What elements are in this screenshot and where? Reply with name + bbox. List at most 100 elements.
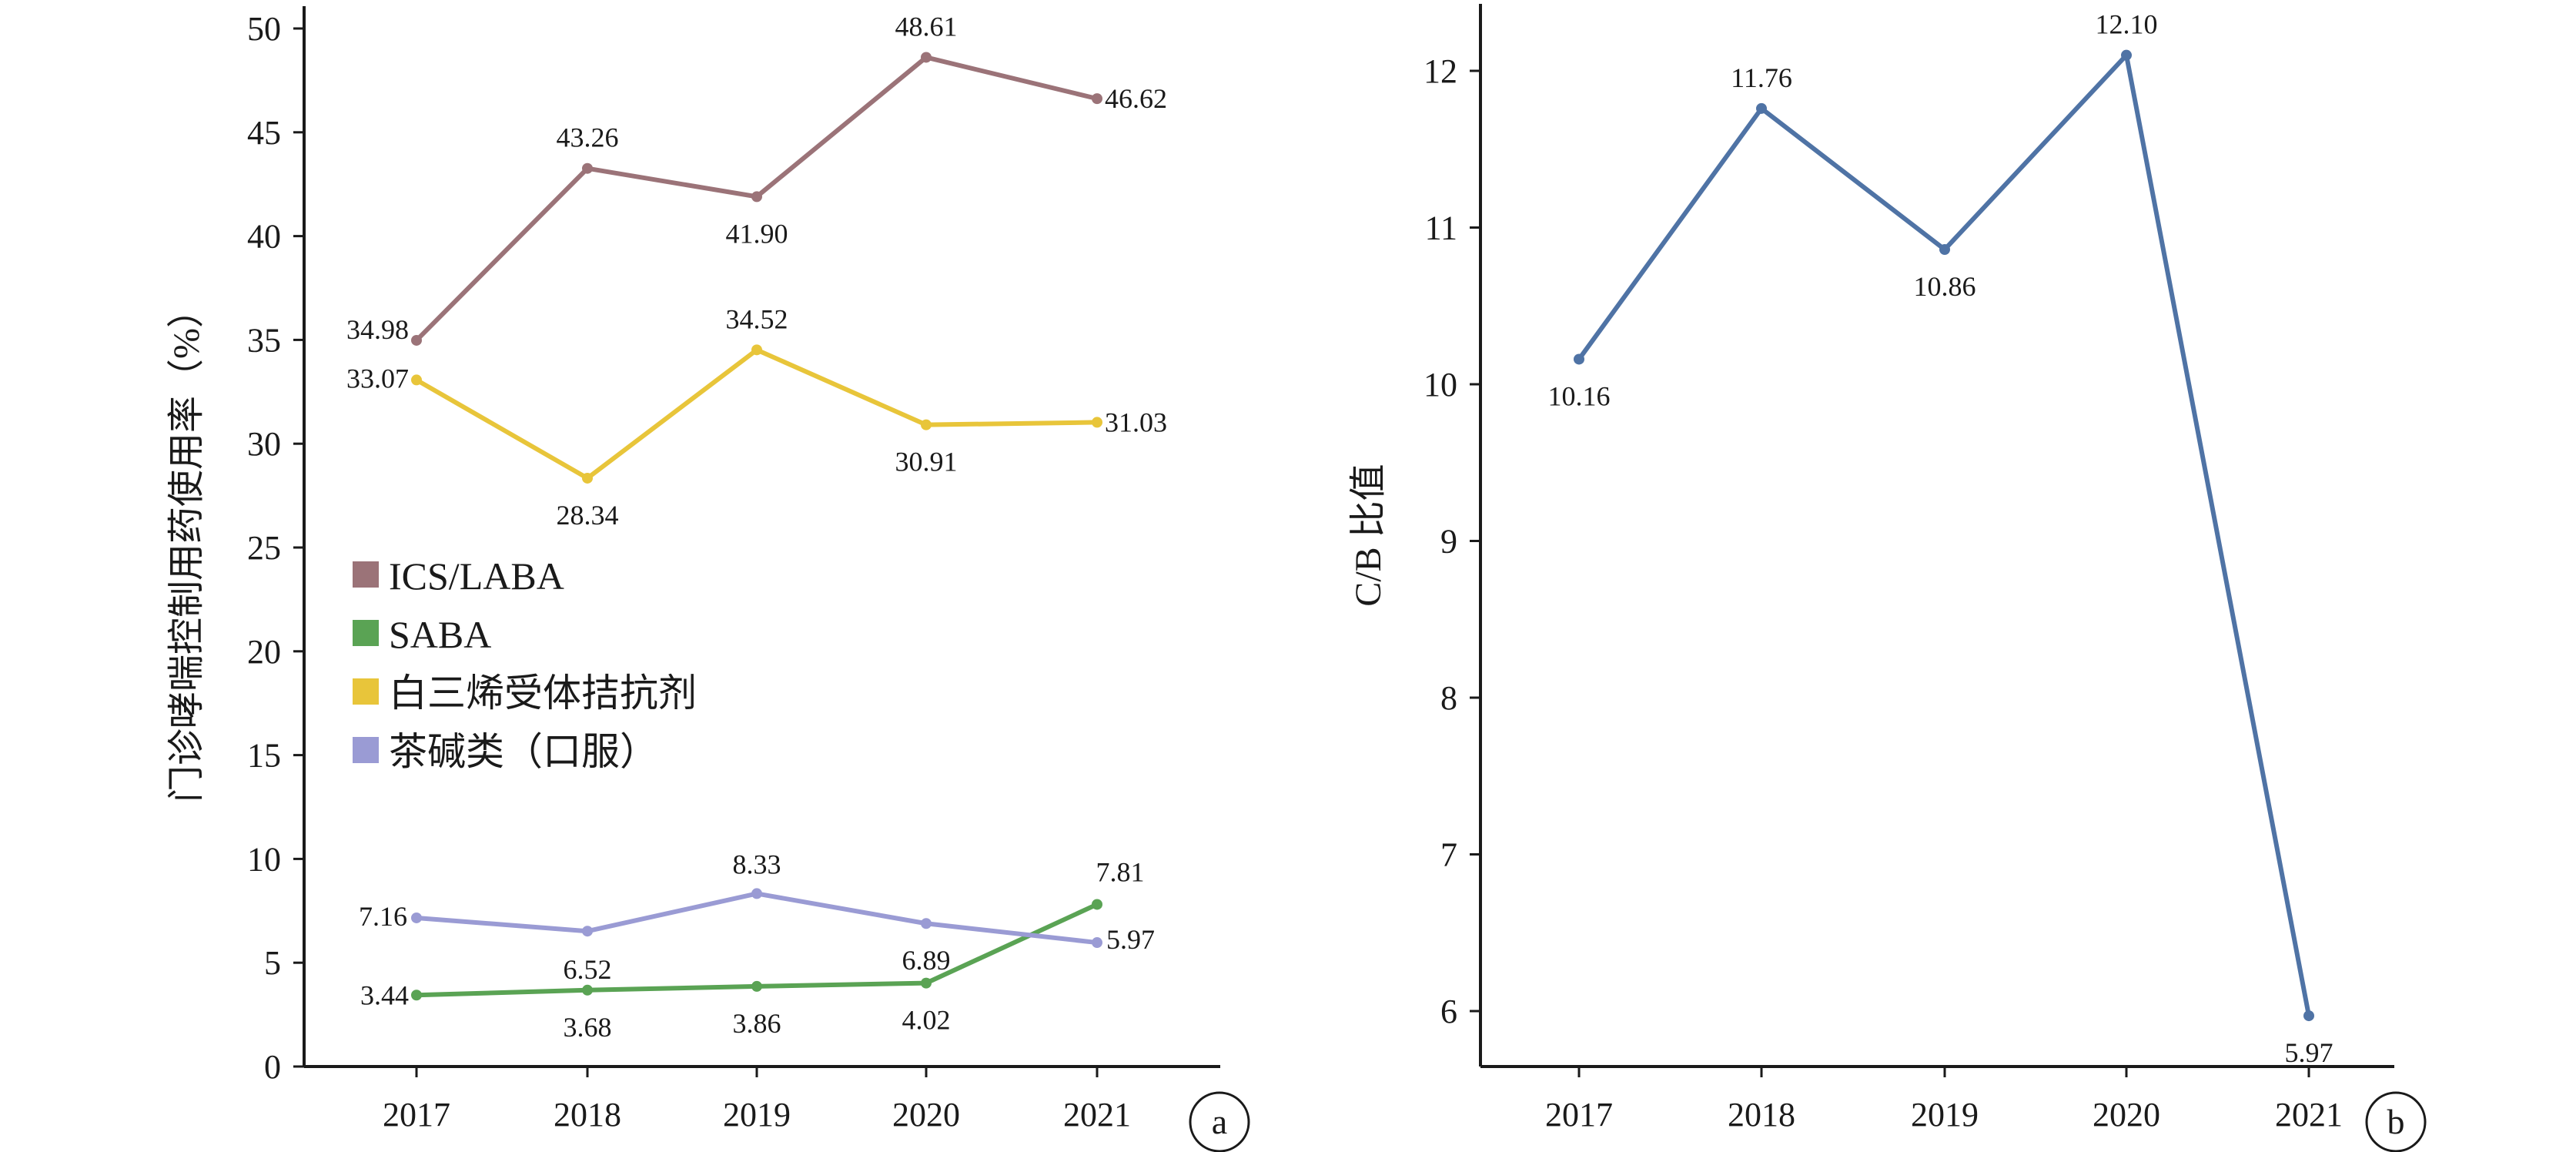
- y-tick-label: 8: [1440, 679, 1457, 717]
- data-point: [751, 888, 762, 899]
- panel-tag-circle: [2365, 1091, 2427, 1152]
- data-label: 3.68: [564, 1012, 612, 1043]
- x-tick-label: 2020: [2093, 1096, 2160, 1134]
- y-tick-label: 11: [1425, 209, 1457, 247]
- data-point: [1756, 102, 1767, 114]
- data-label: 5.97: [2285, 1037, 2333, 1068]
- data-label: 46.62: [1105, 83, 1167, 114]
- data-label: 28.34: [557, 500, 619, 531]
- data-label: 10.86: [1914, 271, 1976, 302]
- legend-label: 白三烯受体拮抗剂: [389, 671, 697, 715]
- data-point: [411, 912, 422, 923]
- data-label: 43.26: [557, 122, 619, 153]
- series-1: 10.16 11.76 10.86 12.10 5.97: [1548, 9, 2333, 1068]
- y-tick-label: 7: [1440, 836, 1457, 874]
- data-point: [1092, 899, 1102, 910]
- data-label: 6.89: [902, 945, 951, 976]
- data-label: 33.07: [346, 363, 409, 393]
- data-point: [582, 984, 593, 996]
- data-point: [2303, 1010, 2314, 1022]
- data-point: [921, 977, 932, 989]
- y-axis-label: C/B 比值: [1348, 464, 1389, 606]
- data-label: 30.91: [895, 447, 958, 477]
- data-point: [1939, 243, 1950, 255]
- x-tick-label: 2019: [1911, 1096, 1979, 1134]
- series-2: 3.44 3.68 3.86 4.02 7.81: [360, 856, 1145, 1042]
- y-tick-label: 10: [247, 840, 281, 878]
- y-tick-label: 5: [264, 944, 281, 982]
- data-label: 3.86: [733, 1008, 781, 1039]
- y-tick-label: 12: [1423, 52, 1457, 90]
- data-point: [582, 926, 593, 937]
- y-tick-label: 40: [247, 218, 281, 256]
- x-tick-label: 2017: [383, 1096, 450, 1134]
- x-tick-label: 2019: [723, 1096, 791, 1134]
- data-point: [582, 162, 593, 174]
- legend-label: SABA: [389, 613, 491, 656]
- x-tick-label: 2021: [2275, 1096, 2343, 1134]
- data-point: [751, 980, 762, 992]
- legend-label: ICS/LABA: [389, 554, 564, 598]
- data-label: 34.98: [346, 314, 409, 345]
- data-point: [411, 374, 422, 386]
- y-tick-label: 45: [247, 114, 281, 152]
- data-point: [1574, 353, 1584, 365]
- panel-tag-label: a: [1212, 1102, 1227, 1141]
- y-axis-label: 门诊哮喘控制用药使用率（%）: [166, 291, 207, 802]
- data-label: 4.02: [902, 1005, 951, 1036]
- data-label: 41.90: [726, 218, 788, 249]
- legend-swatch: [353, 620, 379, 646]
- data-label: 3.44: [360, 980, 409, 1010]
- data-point: [1092, 93, 1102, 105]
- y-tick-label: 35: [247, 321, 281, 359]
- legend-swatch: [353, 561, 379, 588]
- panel-tag-circle: [1189, 1091, 1250, 1152]
- legend-swatch: [353, 678, 379, 705]
- series-line: [1577, 52, 2311, 1019]
- data-label: 7.16: [359, 901, 407, 932]
- series-3: 33.07 28.34 34.52 30.91 31.03: [346, 303, 1167, 531]
- data-point: [921, 419, 932, 430]
- data-point: [751, 344, 762, 356]
- data-point: [411, 334, 422, 346]
- series-line: [414, 891, 1099, 946]
- data-label: 5.97: [1106, 924, 1155, 955]
- data-label: 34.52: [726, 303, 788, 334]
- panel-tag-label: b: [2387, 1102, 2405, 1141]
- data-label: 8.33: [733, 849, 781, 879]
- data-point: [2121, 49, 2132, 61]
- y-tick-label: 10: [1423, 366, 1457, 404]
- data-point: [921, 52, 932, 63]
- legend-swatch: [353, 737, 379, 763]
- data-label: 6.52: [564, 954, 612, 985]
- y-tick-label: 6: [1440, 993, 1457, 1030]
- data-label: 11.76: [1731, 62, 1792, 93]
- panel-b: 6 7 8 9 10 11 12 2017 2018 2019 2020 2021 C/B 比值 10.1…: [1348, 4, 2427, 1152]
- x-tick-label: 2017: [1545, 1096, 1613, 1134]
- y-tick-label: 50: [247, 10, 281, 48]
- data-label: 48.61: [895, 11, 958, 42]
- data-point: [1092, 937, 1102, 949]
- y-tick-label: 15: [247, 737, 281, 775]
- y-tick-label: 20: [247, 633, 281, 671]
- data-point: [921, 918, 932, 929]
- data-point: [1092, 417, 1102, 428]
- data-label: 10.16: [1548, 380, 1611, 411]
- data-point: [751, 191, 762, 203]
- x-tick-label: 2018: [1728, 1096, 1795, 1134]
- legend-label: 茶碱类（口服）: [389, 730, 658, 773]
- series-4: 7.16 6.52 8.33 6.89 5.97: [359, 849, 1155, 985]
- y-tick-label: 30: [247, 425, 281, 463]
- data-point: [582, 472, 593, 484]
- data-point: [411, 990, 422, 1001]
- series-line: [414, 347, 1099, 481]
- x-tick-label: 2021: [1063, 1096, 1131, 1134]
- x-tick-label: 2018: [554, 1096, 621, 1134]
- x-tick-label: 2020: [892, 1096, 960, 1134]
- data-label: 12.10: [2096, 9, 2158, 40]
- data-label: 7.81: [1096, 856, 1145, 887]
- data-label: 31.03: [1105, 407, 1167, 437]
- y-tick-label: 0: [264, 1048, 281, 1086]
